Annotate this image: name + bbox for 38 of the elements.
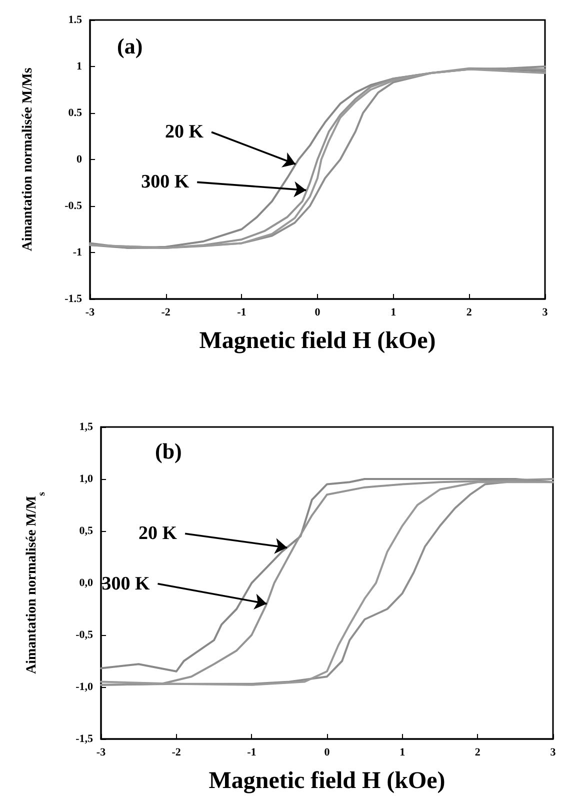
x-axis-title: Magnetic field H (kOe): [199, 328, 436, 354]
x-tick-label: 1: [390, 306, 396, 318]
x-tick-label: 0: [314, 306, 321, 318]
annotation: 20 K: [138, 523, 178, 544]
annotation: 300 K: [102, 573, 150, 594]
text: (a): [117, 34, 143, 58]
x-tick-label: 2: [474, 746, 481, 758]
y-tick-label: -0.5: [64, 200, 82, 212]
y-tick-label: 0: [76, 154, 82, 166]
y-tick-label: 1,5: [79, 421, 94, 433]
y-tick-label: -0,5: [76, 629, 94, 641]
x-tick-label: -3: [85, 306, 96, 318]
y-tick-label: -1: [72, 246, 82, 258]
y-tick-label: 1: [76, 60, 82, 72]
x-tick-label: -2: [161, 306, 171, 318]
x-tick-label: -1: [247, 746, 256, 758]
y-tick-label: 1,0: [79, 473, 94, 485]
annotation: 300 K: [141, 172, 190, 193]
text: (b): [155, 438, 182, 464]
x-tick-label: -2: [172, 746, 182, 758]
y-tick-label: 0,0: [79, 577, 94, 589]
x-tick-label: 3: [550, 746, 556, 758]
y-tick-label: -1,0: [76, 681, 94, 693]
y-axis-title: Aimantation normalisée M/Ms: [20, 67, 36, 252]
y-axis-title: Aimantation normalisée M/Ms: [24, 492, 48, 674]
y-tick-label: 1.5: [68, 14, 82, 26]
x-tick-label: 1: [400, 746, 406, 758]
y-tick-label: 0,5: [79, 525, 94, 537]
y-tick-label: -1.5: [64, 293, 82, 305]
x-tick-label: -1: [237, 306, 246, 318]
y-tick-label: -1,5: [76, 733, 94, 745]
x-tick-label: 0: [324, 746, 330, 758]
x-tick-label: 2: [466, 306, 472, 318]
x-tick-label: -3: [96, 746, 106, 758]
annotation: 20 K: [164, 122, 204, 143]
x-axis-title: Magnetic field H (kOe): [208, 768, 446, 794]
x-tick-label: 3: [542, 306, 548, 318]
y-tick-label: 0.5: [68, 107, 82, 119]
